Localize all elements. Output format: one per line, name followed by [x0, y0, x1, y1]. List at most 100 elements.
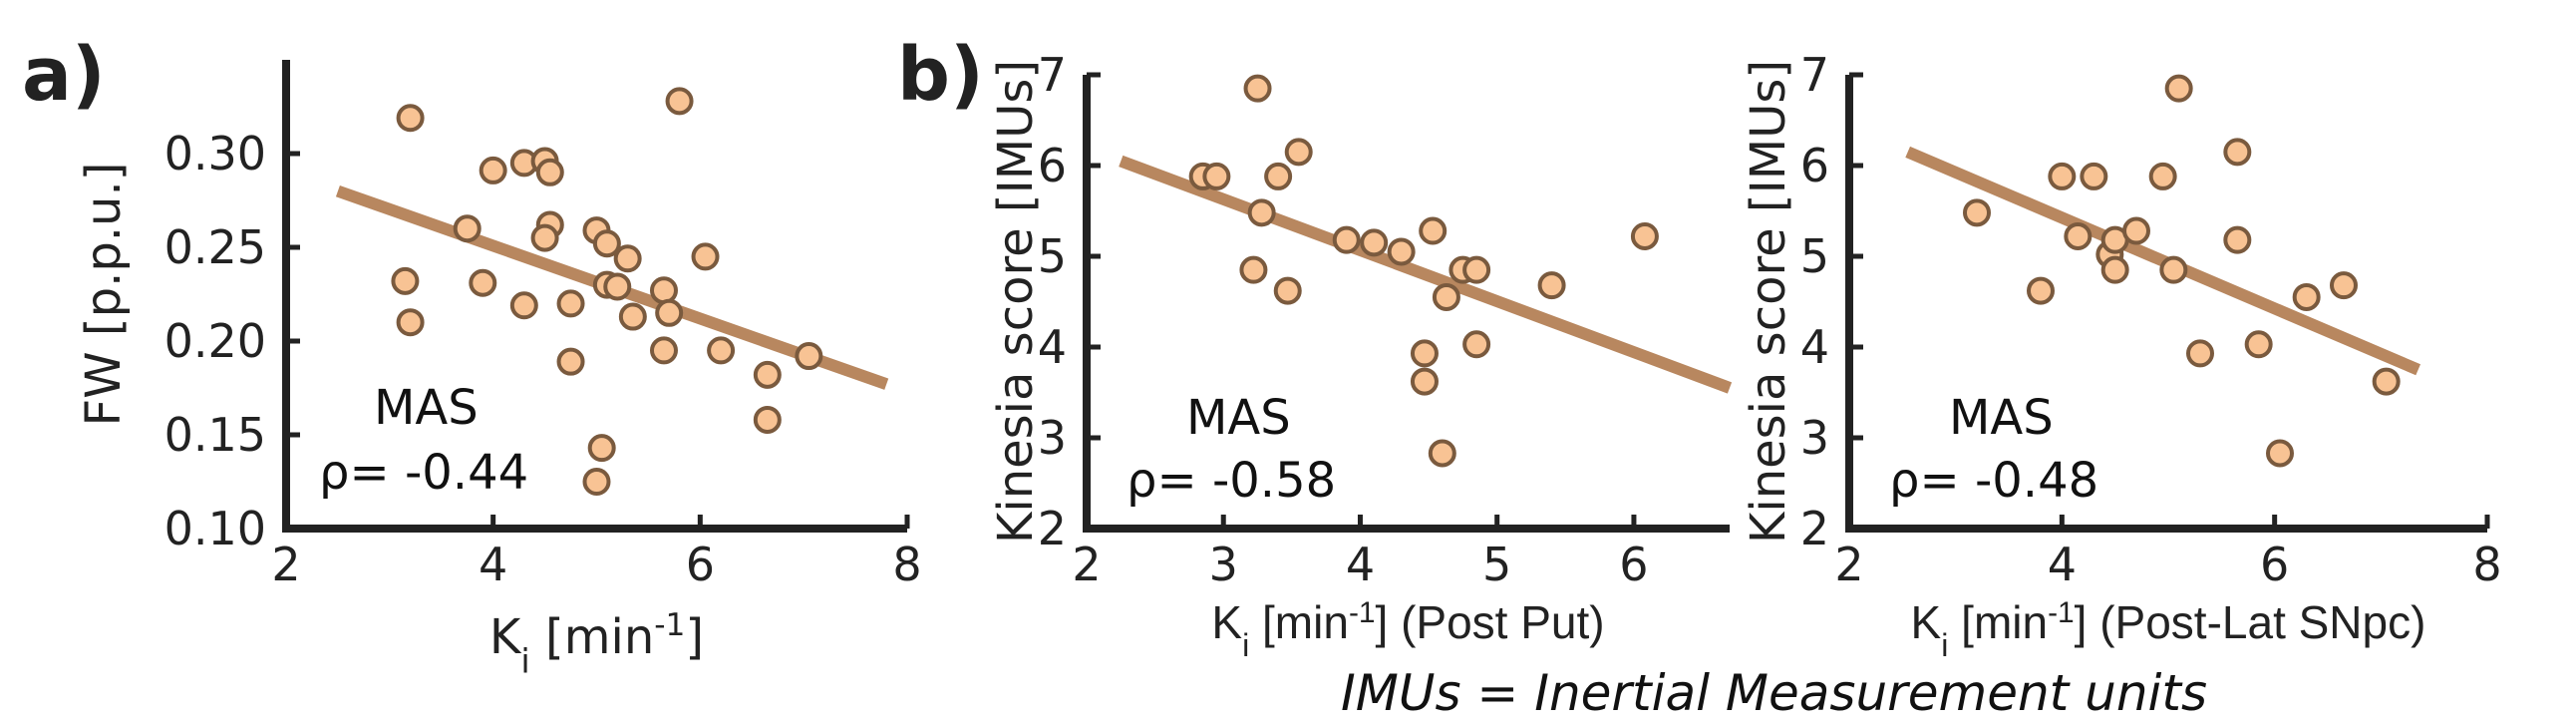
annotation-rho: ρ= -0.44: [319, 445, 528, 501]
y-tick-label: 0.25: [164, 220, 266, 274]
data-point: [795, 342, 823, 371]
data-point: [469, 268, 497, 297]
data-point: [613, 244, 642, 273]
data-point: [1284, 138, 1313, 167]
x-tick-label: 2: [271, 538, 300, 591]
annotation-label: MAS: [1186, 390, 1291, 446]
x-tick-label: 2: [1072, 538, 1101, 591]
y-tick-label: 3: [1800, 411, 1829, 465]
x-tick-label: 4: [479, 538, 507, 591]
y-axis-label: Kinesia score [IMUs]: [1741, 60, 1796, 544]
y-tick-label: 2: [1038, 502, 1067, 555]
y-tick-label: 7: [1038, 48, 1067, 102]
data-point: [1630, 221, 1659, 250]
x-tick-label: 6: [2260, 538, 2289, 591]
y-tick-label: 0.30: [164, 127, 266, 181]
data-point: [1332, 225, 1361, 254]
data-point: [479, 156, 507, 184]
data-point: [556, 347, 585, 376]
data-point: [587, 434, 616, 463]
data-point: [396, 104, 425, 133]
data-point: [391, 266, 420, 295]
data-point: [1428, 439, 1456, 468]
x-tick-label: 4: [1346, 538, 1375, 591]
data-point: [1360, 228, 1389, 257]
data-point: [1243, 74, 1272, 103]
data-point: [509, 291, 538, 320]
data-point: [535, 158, 564, 186]
y-tick-label: 4: [1038, 320, 1067, 374]
data-point: [603, 272, 632, 301]
x-tick-label: 2: [1834, 538, 1863, 591]
y-axis-label: Kinesia score [IMUs]: [988, 60, 1044, 544]
panel-label-b: b): [897, 32, 984, 118]
y-tick-label: 2: [1800, 502, 1829, 555]
y-tick-label: 0.15: [164, 408, 266, 462]
data-point: [618, 302, 647, 331]
x-axis-label: Ki [min-1] (Post-Lat SNpc): [1911, 596, 2426, 664]
data-point: [2186, 339, 2214, 368]
data-point: [1410, 339, 1439, 368]
footnote: IMUs = Inertial Measurement units: [1341, 664, 2207, 722]
data-point: [1247, 198, 1276, 227]
data-point: [2064, 221, 2093, 250]
data-point: [691, 242, 720, 271]
x-tick-label: 6: [1619, 538, 1648, 591]
y-tick-label: 6: [1800, 139, 1829, 192]
data-point: [582, 468, 611, 496]
data-point: [1273, 276, 1302, 305]
data-point: [655, 298, 684, 327]
data-point: [1202, 162, 1231, 190]
data-point: [753, 360, 782, 389]
regression-line: [1905, 146, 2421, 376]
data-point: [1410, 367, 1439, 396]
x-tick-label: 4: [2048, 538, 2077, 591]
data-point: [556, 289, 585, 318]
data-point: [2159, 255, 2188, 284]
y-tick-label: 7: [1800, 48, 1829, 102]
data-point: [530, 223, 559, 252]
data-point: [2330, 271, 2358, 300]
data-point: [707, 336, 736, 365]
y-tick-label: 0.10: [164, 502, 266, 555]
x-tick-label: 8: [892, 538, 921, 591]
annotation-rho: ρ= -0.58: [1127, 453, 1336, 509]
data-point: [1462, 255, 1491, 284]
y-tick-label: 5: [1038, 229, 1067, 283]
x-tick-label: 5: [1482, 538, 1511, 591]
data-point: [396, 308, 425, 337]
data-point: [2223, 225, 2252, 254]
x-tick-label: 8: [2472, 538, 2501, 591]
data-point: [665, 87, 694, 116]
y-tick-label: 5: [1800, 229, 1829, 283]
data-point: [649, 276, 678, 305]
data-point: [2164, 74, 2193, 103]
data-point: [1537, 271, 1566, 300]
x-tick-label: 6: [686, 538, 715, 591]
data-point: [2292, 282, 2321, 311]
data-point: [2372, 367, 2401, 396]
annotation-label: MAS: [374, 380, 479, 436]
data-point: [1462, 330, 1491, 359]
data-point: [1419, 216, 1448, 245]
panel-label-a: a): [22, 32, 106, 118]
x-axis-label: Ki [min-1]: [489, 607, 704, 681]
data-point: [2080, 162, 2108, 190]
data-point: [2223, 138, 2252, 167]
data-point: [2148, 162, 2177, 190]
y-tick-label: 0.20: [164, 314, 266, 368]
data-point: [1963, 198, 1991, 227]
data-point: [2027, 276, 2055, 305]
data-point: [2244, 330, 2273, 359]
x-tick-label: 3: [1209, 538, 1238, 591]
y-tick-label: 4: [1800, 320, 1829, 374]
plot-a: a) 2 4 6 8 0.10 0.15 0.20 0.25 0.30 FW [p.p.u.] Ki…: [22, 32, 922, 681]
data-point: [2048, 162, 2077, 190]
annotation-rho: ρ= -0.48: [1889, 453, 2098, 509]
y-tick-label: 3: [1038, 411, 1067, 465]
data-point: [1432, 282, 1460, 311]
data-point: [1264, 162, 1293, 190]
